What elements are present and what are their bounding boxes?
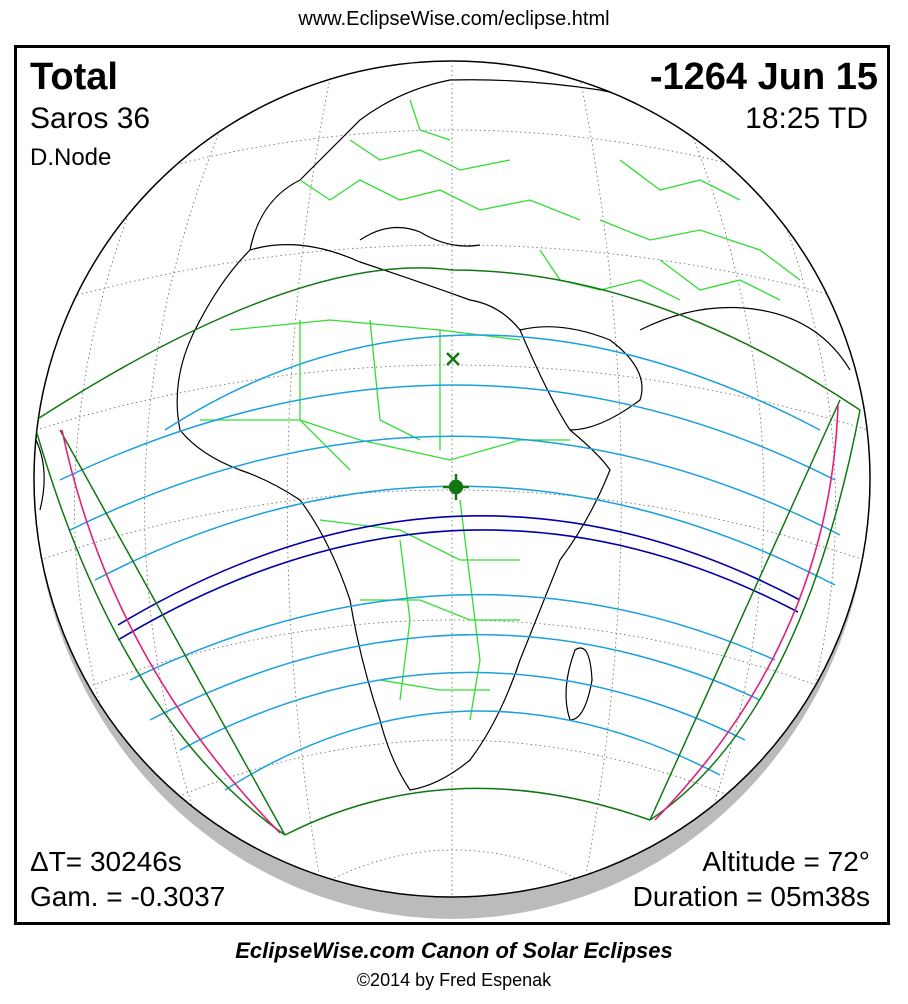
footer-title: EclipseWise.com Canon of Solar Eclipses — [235, 938, 673, 963]
globe-outline — [33, 60, 871, 898]
country-borders — [200, 99, 801, 721]
rise-set-curves — [61, 404, 839, 834]
delta-t: ΔT= 30246s — [30, 846, 182, 877]
map-frame — [14, 45, 890, 925]
altitude-value: Altitude = 72° — [702, 846, 870, 877]
site-url[interactable]: www.EclipseWise.com/eclipse.html — [298, 8, 610, 30]
saros-number: Saros 36 — [30, 102, 151, 135]
eclipse-date: -1264 Jun 15 — [649, 56, 878, 98]
penumbra-limits — [35, 267, 861, 836]
eclipse-type: Total — [30, 56, 118, 98]
eclipse-time: 18:25 TD — [745, 102, 868, 135]
star-marker-icon — [443, 474, 469, 500]
x-marker-icon — [446, 352, 460, 366]
gamma-value: Gam. = -0.3037 — [30, 881, 226, 912]
magnitude-lines — [59, 334, 841, 791]
duration-value: Duration = 05m38s — [632, 881, 870, 912]
central-path — [117, 515, 801, 641]
footer-copyright: ©2014 by Fred Espenak — [356, 970, 552, 990]
node-label: D.Node — [30, 144, 112, 171]
